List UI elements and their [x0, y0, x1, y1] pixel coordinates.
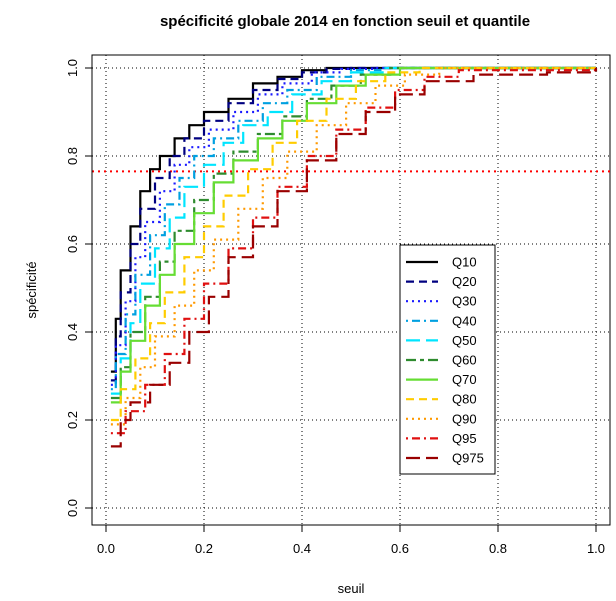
- series-line-q95: [110, 68, 598, 435]
- series-line-q50: [110, 66, 596, 395]
- series-line-q20: [110, 66, 596, 382]
- series-line-q90: [110, 66, 596, 426]
- series-line-q975: [110, 68, 598, 448]
- legend-label: Q975: [452, 451, 484, 466]
- grid: [92, 55, 610, 525]
- legend-label: Q90: [452, 411, 477, 426]
- plot-frame: [91, 54, 611, 526]
- x-tick-label: 0.2: [195, 541, 213, 556]
- plot-area: [91, 54, 611, 526]
- x-tick-label: 1.0: [587, 541, 605, 556]
- legend: Q10 Q20 Q30 Q40 Q50 Q60 Q70 Q80 Q90 Q95 Q975: [399, 244, 496, 475]
- y-axis: 0.0 0.2 0.4 0.6 0.8 1.0: [65, 59, 93, 517]
- chart-title: spécificité globale 2014 en fonction seu…: [160, 13, 530, 30]
- x-axis: 0.0 0.2 0.4 0.6 0.8 1.0: [97, 524, 605, 556]
- series-line-q10: [110, 66, 596, 373]
- legend-label: Q20: [452, 274, 477, 289]
- y-tick-label: 1.0: [65, 59, 80, 77]
- legend-label: Q50: [452, 333, 477, 348]
- y-tick-label: 0.2: [65, 411, 80, 429]
- legend-label: Q40: [452, 313, 477, 328]
- y-tick-label: 0.6: [65, 235, 80, 253]
- x-tick-label: 0.0: [97, 541, 115, 556]
- series-line-q80: [110, 66, 596, 422]
- x-tick-label: 0.8: [489, 541, 507, 556]
- legend-label: Q60: [452, 353, 477, 368]
- y-tick-label: 0.0: [65, 499, 80, 517]
- series-line-q30: [110, 66, 596, 386]
- y-tick-label: 0.4: [65, 323, 80, 341]
- x-tick-label: 0.4: [293, 541, 311, 556]
- y-axis-label: spécificité: [24, 261, 39, 318]
- legend-label: Q10: [452, 255, 477, 270]
- x-axis-label: seuil: [338, 581, 365, 596]
- series-line-q40: [110, 66, 596, 391]
- legend-label: Q80: [452, 392, 477, 407]
- y-tick-label: 0.8: [65, 147, 80, 165]
- x-tick-label: 0.6: [391, 541, 409, 556]
- legend-label: Q95: [452, 431, 477, 446]
- series-line-q70: [110, 66, 596, 404]
- legend-label: Q70: [452, 372, 477, 387]
- legend-label: Q30: [452, 294, 477, 309]
- series-layer: [110, 66, 598, 448]
- series-line-q60: [110, 66, 596, 400]
